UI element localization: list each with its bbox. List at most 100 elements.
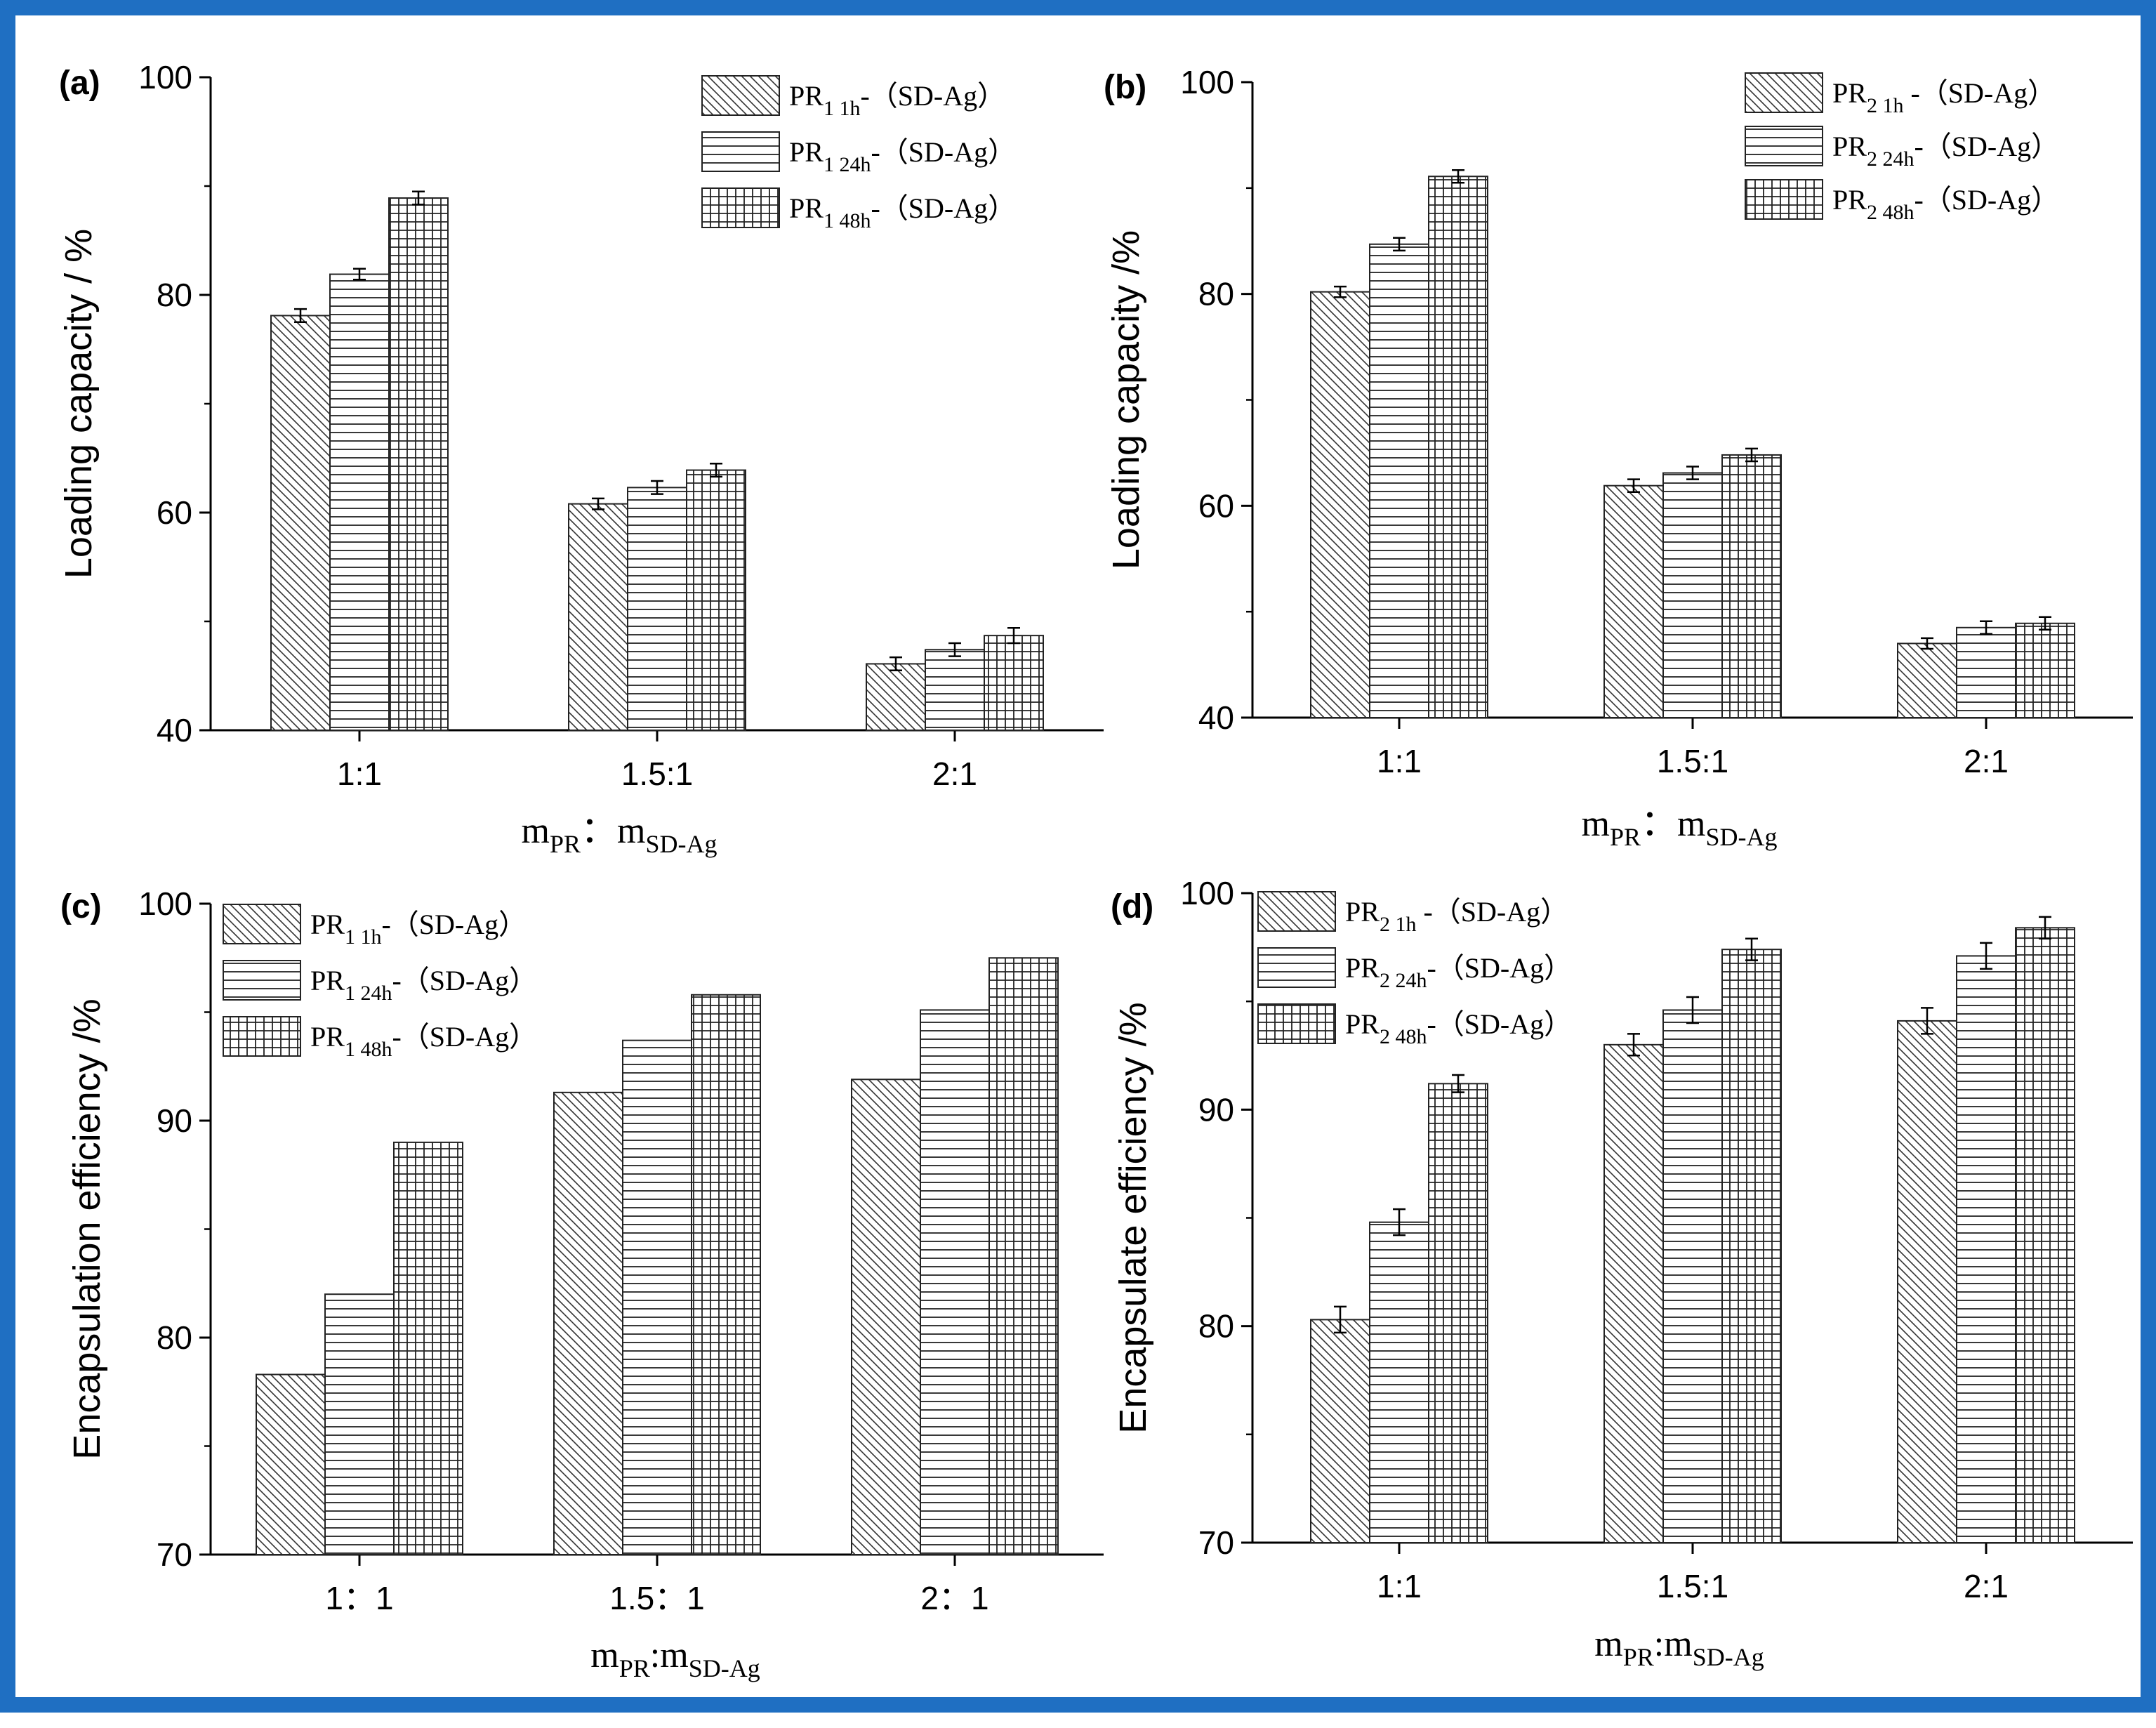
legend-swatch-hlines (1745, 126, 1823, 166)
legend-swatch-diag (701, 75, 780, 116)
bar-hlines (627, 487, 687, 731)
bar-hlines (1956, 626, 2016, 719)
x-tick-label: 1:1 (337, 756, 382, 792)
y-tick-label: 90 (1198, 1091, 1234, 1128)
x-axis-label-sub1: PR (550, 830, 581, 858)
y-tick-label: 80 (157, 277, 192, 313)
bar-grid (388, 197, 449, 731)
y-tick-label: 100 (1180, 64, 1234, 100)
y-axis-label: Loading capacity /% (1105, 230, 1147, 569)
legend-base: PR (789, 192, 824, 224)
legend-sub: 1 48h (345, 1038, 392, 1061)
bar-hlines (1956, 955, 2016, 1543)
x-axis-label-sub1: PR (1623, 1643, 1654, 1671)
figure-canvas: 40 60 80 100 1:1 1.5:1 2:1 Loading capacity / %… (58, 59, 2133, 1682)
legend-entry: PR1 1h-（SD-Ag） (310, 909, 527, 949)
x-axis-label-sep: ： (1641, 804, 1677, 844)
legend-suffix: -（SD-Ag） (381, 909, 527, 940)
legend-entry: PR2 1h -（SD-Ag） (1345, 896, 1568, 936)
x-axis-label: mPR：mSD-Ag (522, 811, 717, 858)
legend-entry: PR2 1h -（SD-Ag） (1832, 77, 2056, 117)
y-tick-label: 60 (157, 494, 192, 531)
bar-diag (866, 663, 926, 732)
bar-diag (553, 1091, 623, 1555)
x-axis-label-sub2: SD-Ag (689, 1654, 760, 1682)
bar-grid (1428, 1083, 1488, 1544)
bar-diag (1310, 1319, 1370, 1543)
legend-sub: 2 1h (1380, 913, 1417, 936)
legend-swatch-grid (701, 187, 780, 228)
bar-diag (1603, 484, 1664, 718)
y-axis-label: Loading capacity / % (58, 229, 100, 579)
x-tick-label: 1.5:1 (1657, 1568, 1728, 1604)
legend-swatch-hlines (1257, 947, 1336, 988)
legend-sub: 1 48h (824, 209, 871, 232)
y-tick-label: 100 (138, 885, 192, 922)
panel-label: (a) (59, 65, 100, 102)
legend-base: PR (1345, 896, 1380, 928)
x-tick-label: 1:1 (1377, 1568, 1422, 1604)
y-axis-label: Encapsulation efficiency /% (66, 998, 108, 1459)
legend-swatch-hlines (223, 960, 301, 1001)
legend-suffix: -（SD-Ag） (860, 80, 1005, 112)
legend-entry: PR1 24h-（SD-Ag） (789, 136, 1016, 176)
bar-grid (1428, 176, 1488, 719)
y-tick-label: 80 (1198, 276, 1234, 312)
bar-diag (568, 503, 628, 731)
x-axis-label-m: m (1594, 1624, 1622, 1664)
legend-swatch-grid (223, 1016, 301, 1057)
legend-suffix: -（SD-Ag） (392, 965, 537, 996)
legend-base: PR (1345, 952, 1380, 984)
y-tick-label: 40 (157, 712, 192, 748)
legend-sub: 2 48h (1380, 1025, 1427, 1048)
legend-sub: 1 1h (824, 97, 861, 120)
x-axis-label-sub2: SD-Ag (1705, 823, 1777, 851)
bar-grid (691, 994, 761, 1555)
legend-entry: PR2 48h-（SD-Ag） (1345, 1008, 1572, 1048)
bar-diag (270, 315, 331, 731)
legend-base: PR (310, 965, 345, 996)
y-axis-label: Encapsulate efficiency /% (1112, 1002, 1154, 1433)
panel-label: (c) (60, 888, 102, 925)
panel-label: (d) (1111, 888, 1153, 925)
legend-entry: PR1 24h-（SD-Ag） (310, 965, 537, 1005)
legend-entry: PR2 24h-（SD-Ag） (1345, 952, 1572, 992)
legend-sub: 2 24h (1867, 147, 1914, 171)
legend-swatch-diag (1257, 891, 1336, 932)
legend-sub: 2 48h (1867, 201, 1914, 224)
bar-diag (1310, 291, 1370, 718)
panel-label: (b) (1104, 69, 1146, 106)
legend-suffix: -（SD-Ag） (392, 1021, 537, 1053)
legend-base: PR (1345, 1008, 1380, 1040)
legend-entry: PR1 48h-（SD-Ag） (310, 1021, 537, 1061)
bar-grid (2015, 622, 2075, 719)
x-axis-label-m: m (590, 1635, 619, 1675)
x-axis-label-sub2: SD-Ag (645, 830, 717, 858)
x-axis-label-m2: m (1677, 804, 1705, 844)
legend-suffix: -（SD-Ag） (1903, 77, 2056, 109)
x-axis-label-sep: :m (1654, 1624, 1693, 1664)
bar-hlines (329, 273, 390, 731)
legend-suffix: -（SD-Ag） (1427, 1008, 1572, 1040)
legend-swatch-diag (223, 904, 301, 944)
x-tick-label: 1:1 (1377, 743, 1422, 779)
x-axis-label-sep: ： (581, 811, 617, 851)
bar-grid (984, 635, 1044, 732)
legend-base: PR (789, 136, 824, 168)
legend-sub: 1 24h (824, 153, 871, 176)
bar-diag (851, 1079, 921, 1556)
legend-base: PR (789, 80, 824, 112)
bar-hlines (324, 1293, 395, 1555)
x-tick-label: 2：1 (920, 1580, 988, 1616)
legend-base: PR (1832, 131, 1867, 162)
bar-diag (1897, 642, 1957, 719)
y-tick-label: 100 (1180, 875, 1234, 911)
bar-grid (393, 1141, 463, 1555)
legend-base: PR (1832, 77, 1867, 109)
bar-hlines (1662, 472, 1723, 718)
x-axis-label: mPR:mSD-Ag (1594, 1624, 1764, 1671)
x-axis-label-m: m (1582, 804, 1610, 844)
legend-suffix: -（SD-Ag） (1416, 896, 1568, 928)
x-axis-label-sub1: PR (1610, 823, 1641, 851)
